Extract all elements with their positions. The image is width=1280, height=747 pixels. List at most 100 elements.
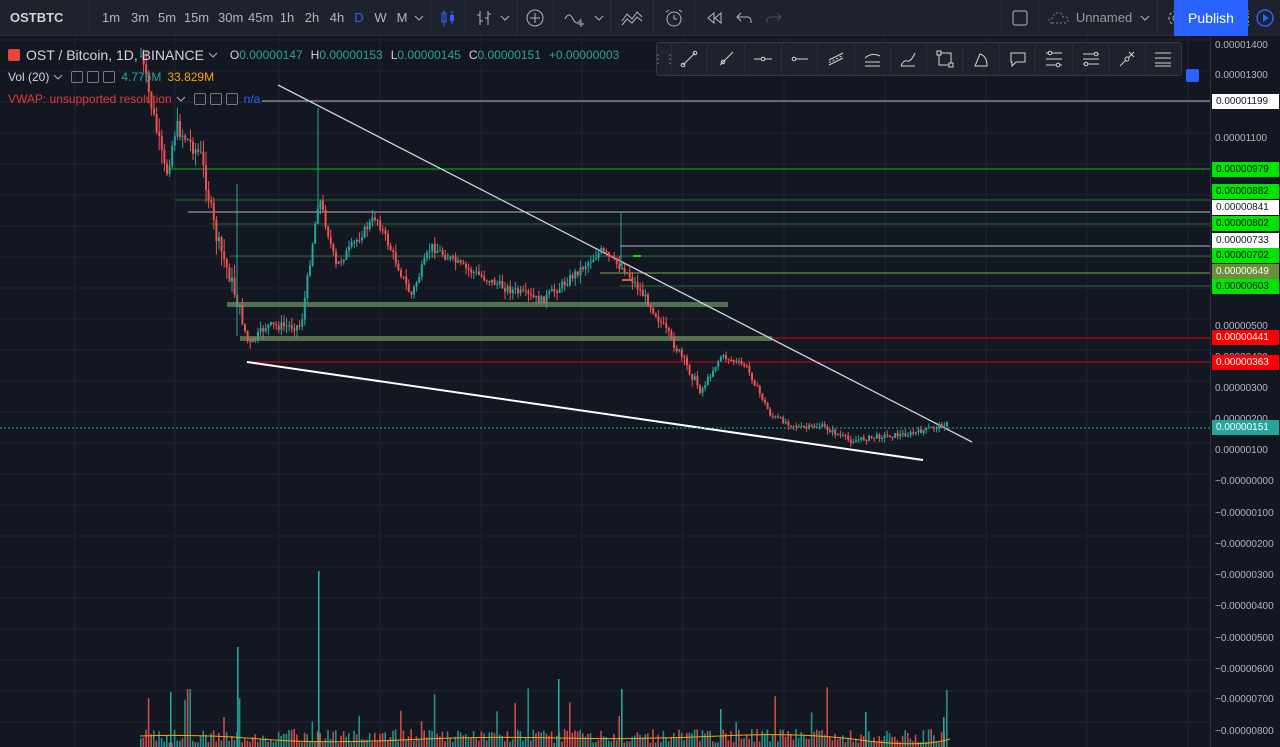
candles-icon[interactable] <box>435 0 461 36</box>
candle-body <box>519 289 522 294</box>
ray-icon[interactable] <box>706 42 744 76</box>
templates-icon[interactable] <box>615 0 649 36</box>
chevron-down-icon[interactable] <box>592 0 606 36</box>
volume-label[interactable]: Vol (20) <box>8 70 50 84</box>
eye-icon[interactable] <box>193 93 206 105</box>
price-level-badge[interactable]: 0.00000979 <box>1212 162 1279 177</box>
volume-bar <box>337 742 340 747</box>
interval-4h[interactable]: 4h <box>329 9 345 25</box>
candle-body <box>205 165 207 191</box>
candle-body <box>374 217 376 220</box>
price-level-badge[interactable]: 0.00000363 <box>1212 355 1279 370</box>
candle-body <box>212 202 215 220</box>
volume-bar <box>665 737 667 747</box>
volume-bar <box>644 734 646 747</box>
interval-D[interactable]: D <box>354 9 364 25</box>
price-level-badge[interactable]: 0.00000151 <box>1212 420 1279 435</box>
candle-body <box>337 261 340 264</box>
settings-icon[interactable] <box>87 71 100 83</box>
price-chart[interactable] <box>0 36 1210 747</box>
interval-2h[interactable]: 2h <box>304 9 320 25</box>
interval-15m[interactable]: 15m <box>183 9 210 25</box>
interval-1h[interactable]: 1h <box>279 9 295 25</box>
brush-icon[interactable] <box>889 42 927 76</box>
fib-extension-icon[interactable] <box>1072 42 1108 76</box>
interval-dropdown-icon[interactable] <box>412 0 426 36</box>
price-scale-mode-icon[interactable] <box>1186 69 1199 82</box>
candle-body <box>940 423 943 428</box>
path-icon[interactable] <box>962 42 999 76</box>
price-level-badge[interactable]: 0.00000603 <box>1212 279 1279 294</box>
candle-body <box>246 330 249 341</box>
volume-bar <box>891 737 893 747</box>
publish-button[interactable]: Publish <box>1174 0 1248 36</box>
chevron-down-icon[interactable] <box>208 52 218 58</box>
candle-body <box>199 151 202 153</box>
parallel-channel-icon[interactable] <box>816 42 854 76</box>
volume-bar <box>704 733 706 747</box>
vwap-label[interactable]: VWAP: unsupported resolution <box>8 92 172 106</box>
chevron-down-icon[interactable] <box>498 0 512 36</box>
candle-body <box>215 219 218 241</box>
chevron-down-icon[interactable] <box>53 74 63 80</box>
pitchfork-icon[interactable] <box>1108 42 1145 76</box>
interval-W[interactable]: W <box>374 9 387 25</box>
more-tools-icon[interactable] <box>1144 42 1181 76</box>
bar-style-icon[interactable] <box>470 0 498 36</box>
compare-plus-icon[interactable] <box>521 0 549 36</box>
drag-handle-icon[interactable]: ⋮⋮ <box>652 52 676 66</box>
rectangle-icon[interactable] <box>926 42 962 76</box>
volume-bar <box>311 721 314 747</box>
redo-icon[interactable] <box>759 0 789 36</box>
price-level-badge[interactable]: 0.00000702 <box>1212 248 1279 263</box>
publish-more-button[interactable] <box>1249 0 1280 36</box>
alert-icon[interactable] <box>658 0 690 36</box>
eye-icon[interactable] <box>71 71 84 83</box>
undo-icon[interactable] <box>729 0 759 36</box>
price-level-badge[interactable]: 0.00000841 <box>1212 200 1279 215</box>
price-level-badge[interactable]: 0.00000441 <box>1212 330 1279 345</box>
settings-icon[interactable] <box>209 93 222 105</box>
save-layout-button[interactable]: Unnamed <box>1043 0 1153 36</box>
candle-body <box>855 440 857 443</box>
candle-body <box>758 385 761 394</box>
price-level-badge[interactable]: 0.00000649 <box>1212 264 1279 279</box>
price-level-badge[interactable]: 0.00000882 <box>1212 184 1279 199</box>
trend-line-icon[interactable] <box>671 42 707 76</box>
price-level-badge[interactable]: 0.00001199 <box>1212 94 1279 109</box>
regression-icon[interactable] <box>853 42 890 76</box>
fib-retracement-icon[interactable] <box>1035 42 1072 76</box>
chevron-down-icon[interactable] <box>176 96 186 102</box>
candle-body <box>722 355 725 357</box>
callout-icon[interactable] <box>999 42 1035 76</box>
replay-icon[interactable] <box>699 0 729 36</box>
legend-title[interactable]: OST / Bitcoin, 1D, BINANCE <box>26 47 204 63</box>
volume-bar <box>753 741 756 747</box>
layout-icon[interactable] <box>1006 0 1034 36</box>
interval-M[interactable]: M <box>396 9 408 25</box>
interval-1m[interactable]: 1m <box>101 9 121 25</box>
volume-bar <box>462 735 464 747</box>
interval-5m[interactable]: 5m <box>158 9 177 25</box>
volume-bar <box>475 738 477 747</box>
indicators-icon[interactable] <box>558 0 592 36</box>
interval-45m[interactable]: 45m <box>248 9 274 25</box>
candle-body <box>842 435 844 437</box>
close-icon[interactable] <box>225 93 238 105</box>
candle-body <box>571 275 574 279</box>
interval-30m[interactable]: 30m <box>218 9 244 25</box>
volume-bar <box>738 729 740 747</box>
close-icon[interactable] <box>103 71 116 83</box>
candle-body <box>704 384 707 389</box>
price-level-badge[interactable]: 0.00000802 <box>1212 216 1279 231</box>
price-scale[interactable]: 0.00001400 0.00001300 0.00001100 0.00000500… <box>1210 36 1280 747</box>
volume-bar <box>301 742 303 747</box>
horizontal-ray-icon[interactable] <box>780 42 817 76</box>
volume-bar <box>787 730 789 747</box>
horizontal-line-icon[interactable] <box>743 42 781 76</box>
candle-body <box>423 258 426 265</box>
symbol-search[interactable]: OSTBTC <box>0 0 90 36</box>
interval-3m[interactable]: 3m <box>130 9 150 25</box>
volume-bar <box>933 735 935 747</box>
price-level-badge[interactable]: 0.00000733 <box>1212 233 1279 248</box>
